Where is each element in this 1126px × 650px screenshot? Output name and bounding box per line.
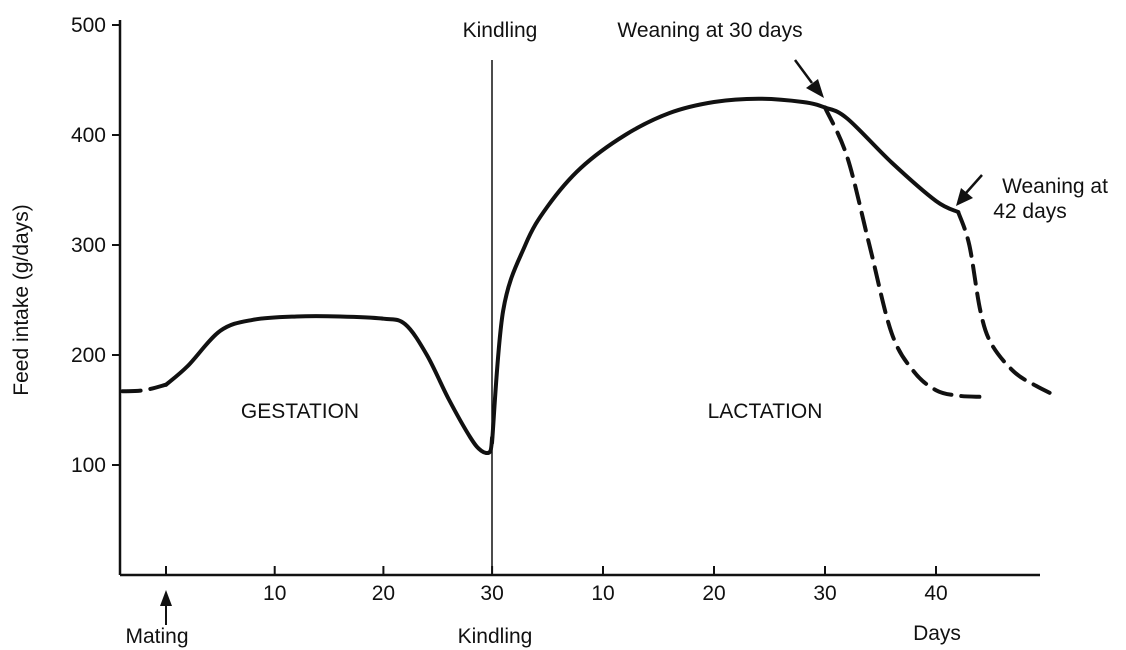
mating-label: Mating [125,625,188,648]
lactation-label: LACTATION [708,400,823,423]
weaning-30-label: Weaning at 30 days [617,19,802,42]
y-tick-label: 200 [71,344,106,367]
weaning-42-label-line1: Weaning at [1002,175,1108,198]
x-ticks: 10 20 30 10 20 30 40 [165,566,948,605]
weaning-30-arrow [793,59,824,98]
y-tick-label: 100 [71,454,106,477]
series-line-lactation [490,96,961,445]
series-line-pre-mating [120,382,168,394]
kindling-bottom-label: Kindling [458,625,533,648]
weaning-42-label-line2: 42 days [993,200,1067,223]
x-tick-label-gestation: 30 [480,582,503,605]
series-line-gestation [164,314,495,456]
x-tick-label-gestation: 20 [372,582,395,605]
x-tick-label-lactation: 40 [924,582,947,605]
gestation-label: GESTATION [241,400,359,423]
x-tick-label-lactation: 20 [702,582,725,605]
x-tick-label-gestation: 10 [263,582,286,605]
y-tick-label: 500 [71,14,106,37]
days-label: Days [913,622,961,645]
x-tick-label-lactation: 10 [591,582,614,605]
y-tick-label: 400 [71,124,106,147]
mating-arrow [160,590,172,625]
y-tick-label: 300 [71,234,106,257]
series-layer [120,96,1061,456]
weaning-42-arrow [956,174,983,206]
y-axis-label: Feed intake (g/days) [10,204,33,395]
series-line-weaning-30 [823,105,983,399]
y-ticks: 100 200 300 400 500 [71,14,120,477]
series-line-weaning-42 [956,210,1061,399]
kindling-top-label: Kindling [463,19,538,42]
x-tick-label-lactation: 30 [813,582,836,605]
